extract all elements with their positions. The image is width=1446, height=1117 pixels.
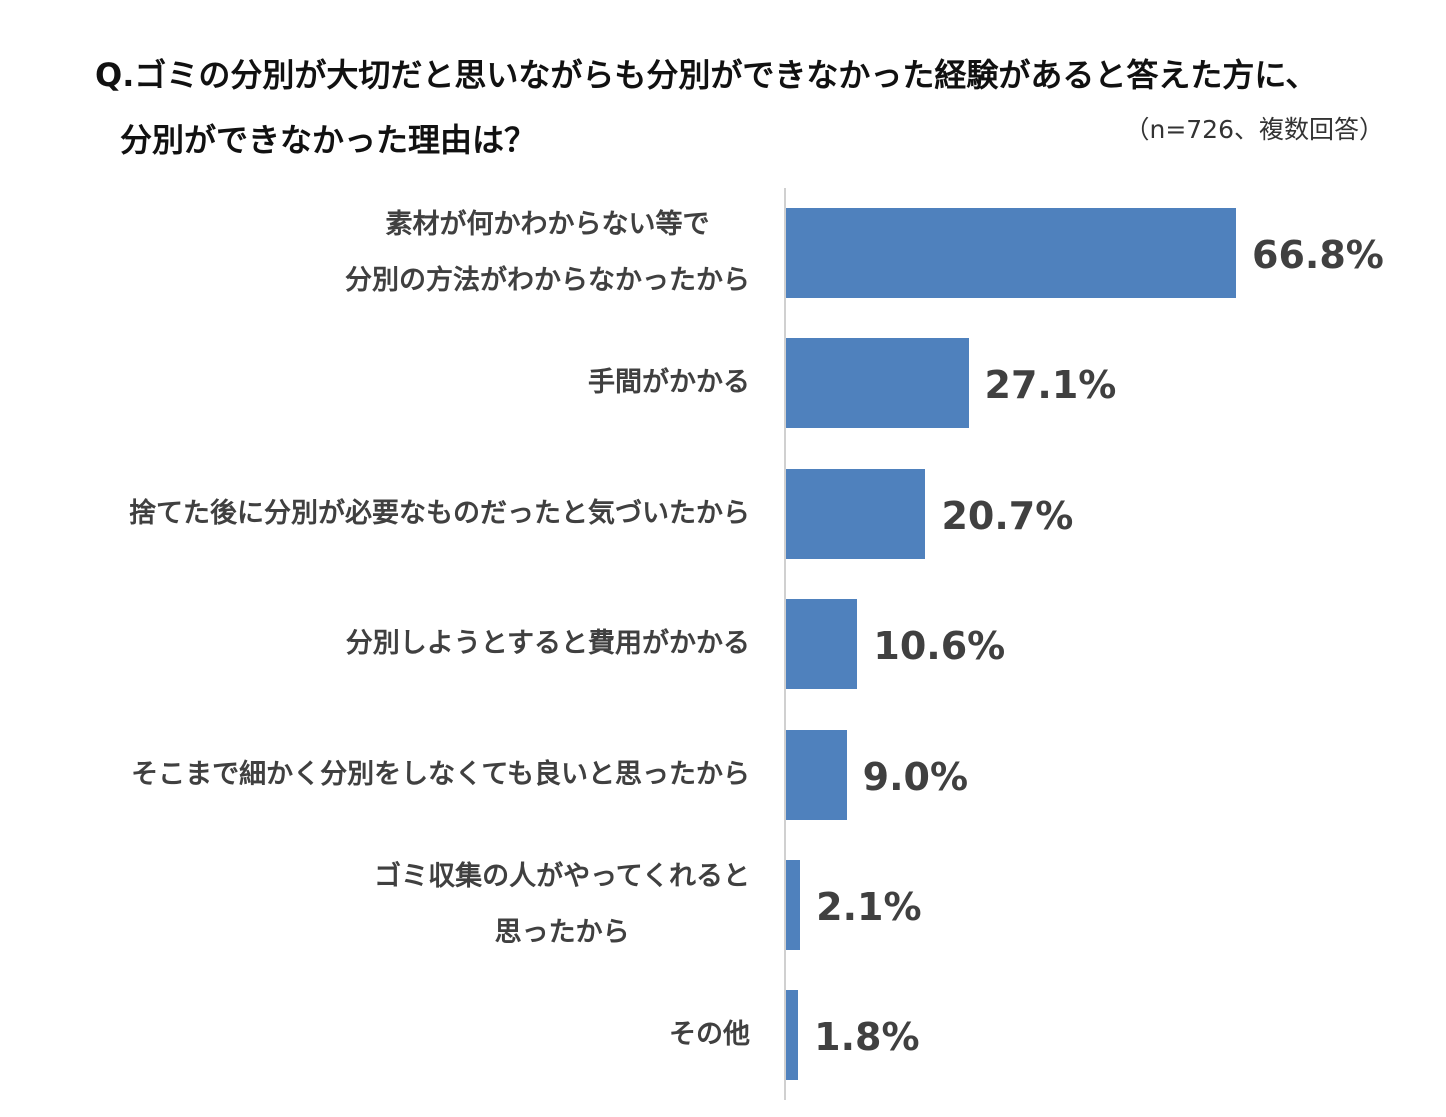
data-label: 66.8% — [1252, 233, 1384, 277]
category-label: ゴミ収集の人がやってくれると 思ったから — [374, 861, 750, 948]
data-label: 10.6% — [873, 624, 1006, 669]
data-label: 2.1% — [816, 885, 922, 929]
bar — [786, 338, 969, 429]
bar — [786, 860, 801, 950]
bar — [786, 599, 858, 690]
data-label: 20.7% — [941, 493, 1074, 538]
data-label: 9.0% — [862, 754, 969, 799]
sample-note: （n=726、複数回答） — [1124, 115, 1384, 144]
category-label: そこまで細かく分別をしなくても良いと思ったから — [131, 758, 750, 790]
chart-title-line1: Q.ゴミの分別が大切だと思いながらも分別ができなかった経験があると答えた方に、 — [95, 56, 1318, 94]
bar — [786, 729, 847, 820]
bar — [786, 468, 926, 559]
category-label: 手間がかかる — [588, 367, 750, 399]
category-axis-line — [784, 188, 786, 1100]
category-label: 捨てた後に分別が必要なものだったと気づいたから — [129, 497, 750, 529]
bar — [786, 208, 1236, 298]
data-label: 1.8% — [814, 1015, 920, 1060]
category-label: 分別しようとすると費用がかかる — [345, 628, 750, 660]
category-label: その他 — [669, 1019, 750, 1051]
chart-title-line2: 分別ができなかった理由は？ — [120, 121, 537, 159]
category-label: 素材が何かわからない等で 分別の方法がわからなかったから — [345, 209, 750, 296]
data-label: 27.1% — [984, 363, 1117, 408]
bar — [786, 990, 799, 1081]
